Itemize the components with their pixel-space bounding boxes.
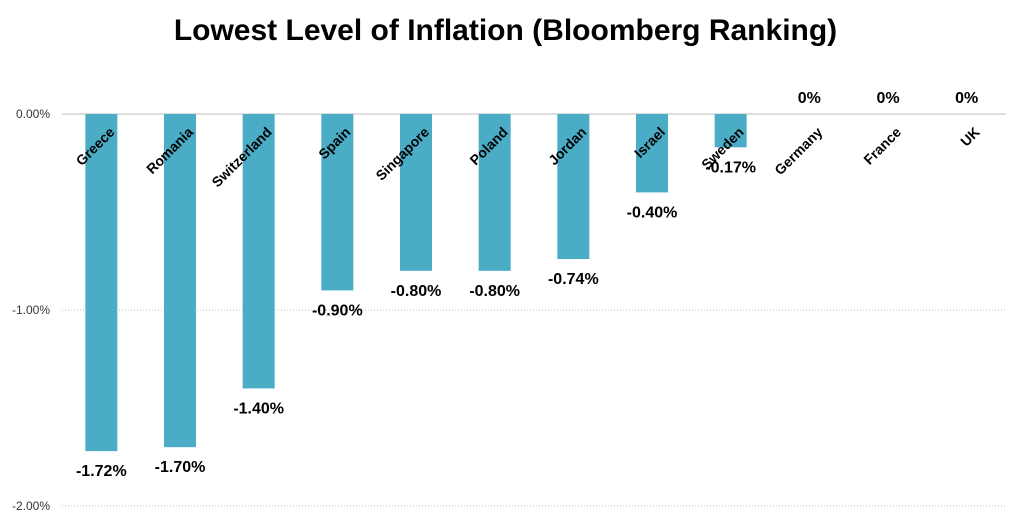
bar (557, 114, 590, 260)
data-label: -0.80% (469, 283, 520, 300)
data-label: 0% (798, 90, 821, 107)
data-label: -0.40% (627, 204, 678, 221)
category-label: UK (957, 124, 983, 150)
data-label: 0% (955, 90, 978, 107)
bar (85, 114, 118, 452)
data-label: -0.74% (548, 271, 599, 288)
chart-title: Lowest Level of Inflation (Bloomberg Ran… (173, 14, 838, 47)
bar (242, 114, 275, 389)
bar (400, 114, 432, 271)
category-label: France (860, 124, 904, 168)
y-tick-label: 0.00% (16, 107, 50, 121)
bar (164, 114, 196, 448)
data-label: -0.17% (705, 159, 756, 176)
bar (321, 114, 354, 291)
bar (478, 114, 511, 271)
category-label: Germany (771, 124, 825, 178)
y-tick-label: -2.00% (12, 499, 50, 513)
data-label: -1.40% (233, 400, 284, 417)
data-label: 0% (876, 90, 899, 107)
bar (714, 114, 747, 148)
bar (636, 114, 668, 193)
y-tick-label: -1.00% (12, 303, 50, 317)
data-label: -1.72% (76, 463, 127, 480)
data-label: -1.70% (155, 459, 206, 476)
data-label: -0.90% (312, 302, 363, 319)
data-label: -0.80% (391, 283, 442, 300)
